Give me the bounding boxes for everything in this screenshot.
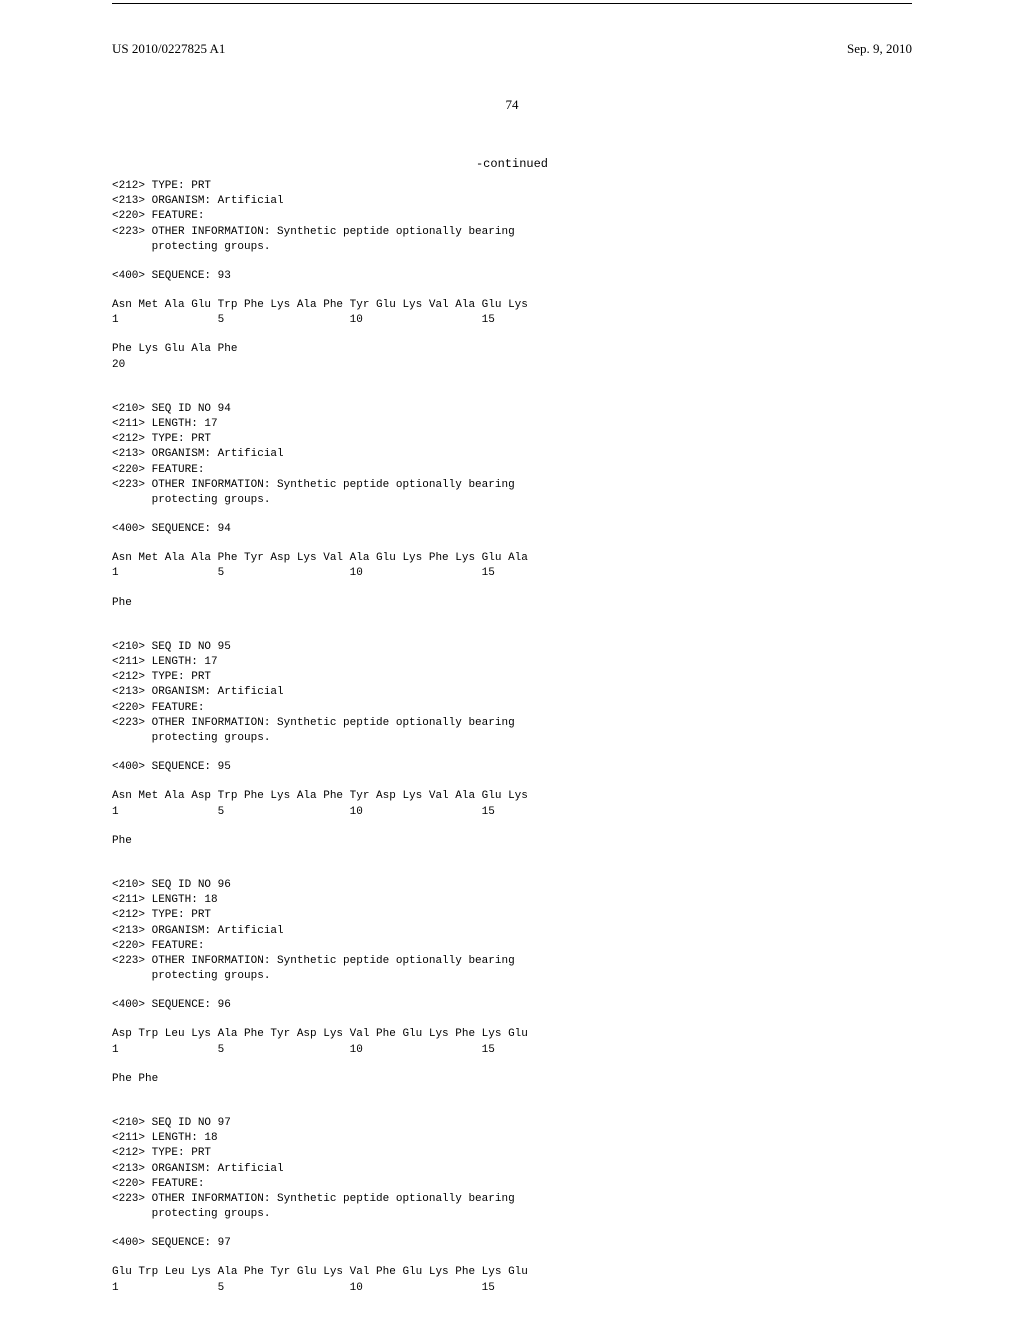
- sequence-line: <212> TYPE: PRT: [112, 179, 912, 194]
- sequence-line: <211> LENGTH: 18: [112, 893, 912, 908]
- sequence-line: <213> ORGANISM: Artificial: [112, 194, 912, 209]
- sequence-line: <211> LENGTH: 17: [112, 655, 912, 670]
- sequence-line: <400> SEQUENCE: 95: [112, 760, 912, 775]
- sequence-line: <400> SEQUENCE: 93: [112, 269, 912, 284]
- sequence-line: <213> ORGANISM: Artificial: [112, 685, 912, 700]
- sequence-line: <223> OTHER INFORMATION: Synthetic pepti…: [112, 225, 912, 240]
- continued-header: -continued: [0, 3, 1024, 4]
- sequence-line: <400> SEQUENCE: 94: [112, 522, 912, 537]
- sequence-line: <223> OTHER INFORMATION: Synthetic pepti…: [112, 478, 912, 493]
- sequence-line: <212> TYPE: PRT: [112, 1146, 912, 1161]
- sequence-block: <400> SEQUENCE: 97: [112, 1236, 912, 1251]
- page-header: US 2010/0227825 A1 Sep. 9, 2010: [112, 41, 912, 57]
- sequence-listing: <212> TYPE: PRT<213> ORGANISM: Artificia…: [112, 179, 912, 1310]
- sequence-line: <211> LENGTH: 17: [112, 417, 912, 432]
- sequence-line: 1 5 10 15: [112, 566, 912, 581]
- sequence-block: Glu Trp Leu Lys Ala Phe Tyr Glu Lys Val …: [112, 1265, 912, 1295]
- sequence-line: <213> ORGANISM: Artificial: [112, 924, 912, 939]
- sequence-line: <210> SEQ ID NO 97: [112, 1116, 912, 1131]
- sequence-line: <223> OTHER INFORMATION: Synthetic pepti…: [112, 716, 912, 731]
- sequence-block: <400> SEQUENCE: 93: [112, 269, 912, 284]
- publication-date: Sep. 9, 2010: [847, 41, 912, 57]
- sequence-line: <220> FEATURE:: [112, 463, 912, 478]
- sequence-line: 20: [112, 358, 912, 373]
- sequence-line: [112, 625, 912, 640]
- sequence-line: <210> SEQ ID NO 95: [112, 640, 912, 655]
- sequence-line: <213> ORGANISM: Artificial: [112, 447, 912, 462]
- sequence-block: <212> TYPE: PRT<213> ORGANISM: Artificia…: [112, 179, 912, 255]
- sequence-line: Glu Trp Leu Lys Ala Phe Tyr Glu Lys Val …: [112, 1265, 912, 1280]
- sequence-line: Phe Lys Glu Ala Phe: [112, 342, 912, 357]
- sequence-line: 1 5 10 15: [112, 313, 912, 328]
- sequence-block: <400> SEQUENCE: 95: [112, 760, 912, 775]
- sequence-line: protecting groups.: [112, 240, 912, 255]
- sequence-line: Asn Met Ala Glu Trp Phe Lys Ala Phe Tyr …: [112, 298, 912, 313]
- sequence-line: [112, 1101, 912, 1116]
- sequence-line: Asn Met Ala Ala Phe Tyr Asp Lys Val Ala …: [112, 551, 912, 566]
- sequence-line: protecting groups.: [112, 1207, 912, 1222]
- publication-number: US 2010/0227825 A1: [112, 41, 225, 57]
- sequence-block: Phe Lys Glu Ala Phe20: [112, 342, 912, 372]
- page-number: 74: [0, 97, 1024, 113]
- sequence-line: [112, 387, 912, 402]
- sequence-line: <212> TYPE: PRT: [112, 908, 912, 923]
- sequence-line: <223> OTHER INFORMATION: Synthetic pepti…: [112, 1192, 912, 1207]
- sequence-line: <220> FEATURE:: [112, 701, 912, 716]
- sequence-block: <400> SEQUENCE: 94: [112, 522, 912, 537]
- sequence-block: Phe: [112, 834, 912, 849]
- sequence-line: Phe: [112, 596, 912, 611]
- sequence-line: <223> OTHER INFORMATION: Synthetic pepti…: [112, 954, 912, 969]
- sequence-line: 1 5 10 15: [112, 1043, 912, 1058]
- continued-label: -continued: [0, 157, 1024, 171]
- sequence-block: <210> SEQ ID NO 94<211> LENGTH: 17<212> …: [112, 387, 912, 508]
- sequence-line: [112, 863, 912, 878]
- sequence-block: <210> SEQ ID NO 95<211> LENGTH: 17<212> …: [112, 625, 912, 746]
- sequence-line: <220> FEATURE:: [112, 209, 912, 224]
- sequence-line: <212> TYPE: PRT: [112, 670, 912, 685]
- sequence-line: <212> TYPE: PRT: [112, 432, 912, 447]
- sequence-block: Asn Met Ala Asp Trp Phe Lys Ala Phe Tyr …: [112, 789, 912, 819]
- sequence-line: protecting groups.: [112, 493, 912, 508]
- sequence-line: protecting groups.: [112, 731, 912, 746]
- sequence-block: Phe Phe: [112, 1072, 912, 1087]
- horizontal-rule: [112, 3, 912, 4]
- sequence-block: Asp Trp Leu Lys Ala Phe Tyr Asp Lys Val …: [112, 1027, 912, 1057]
- sequence-line: <220> FEATURE:: [112, 1177, 912, 1192]
- sequence-block: <400> SEQUENCE: 96: [112, 998, 912, 1013]
- sequence-line: <210> SEQ ID NO 94: [112, 402, 912, 417]
- sequence-line: 1 5 10 15: [112, 805, 912, 820]
- sequence-block: <210> SEQ ID NO 96<211> LENGTH: 18<212> …: [112, 863, 912, 984]
- sequence-line: <220> FEATURE:: [112, 939, 912, 954]
- sequence-line: <400> SEQUENCE: 97: [112, 1236, 912, 1251]
- sequence-line: <400> SEQUENCE: 96: [112, 998, 912, 1013]
- sequence-block: Asn Met Ala Ala Phe Tyr Asp Lys Val Ala …: [112, 551, 912, 581]
- sequence-line: protecting groups.: [112, 969, 912, 984]
- sequence-line: Asp Trp Leu Lys Ala Phe Tyr Asp Lys Val …: [112, 1027, 912, 1042]
- sequence-block: <210> SEQ ID NO 97<211> LENGTH: 18<212> …: [112, 1101, 912, 1222]
- sequence-block: Asn Met Ala Glu Trp Phe Lys Ala Phe Tyr …: [112, 298, 912, 328]
- sequence-line: <210> SEQ ID NO 96: [112, 878, 912, 893]
- sequence-line: Asn Met Ala Asp Trp Phe Lys Ala Phe Tyr …: [112, 789, 912, 804]
- sequence-line: <213> ORGANISM: Artificial: [112, 1162, 912, 1177]
- sequence-line: 1 5 10 15: [112, 1281, 912, 1296]
- sequence-line: <211> LENGTH: 18: [112, 1131, 912, 1146]
- sequence-block: Phe: [112, 596, 912, 611]
- sequence-line: Phe: [112, 834, 912, 849]
- sequence-line: Phe Phe: [112, 1072, 912, 1087]
